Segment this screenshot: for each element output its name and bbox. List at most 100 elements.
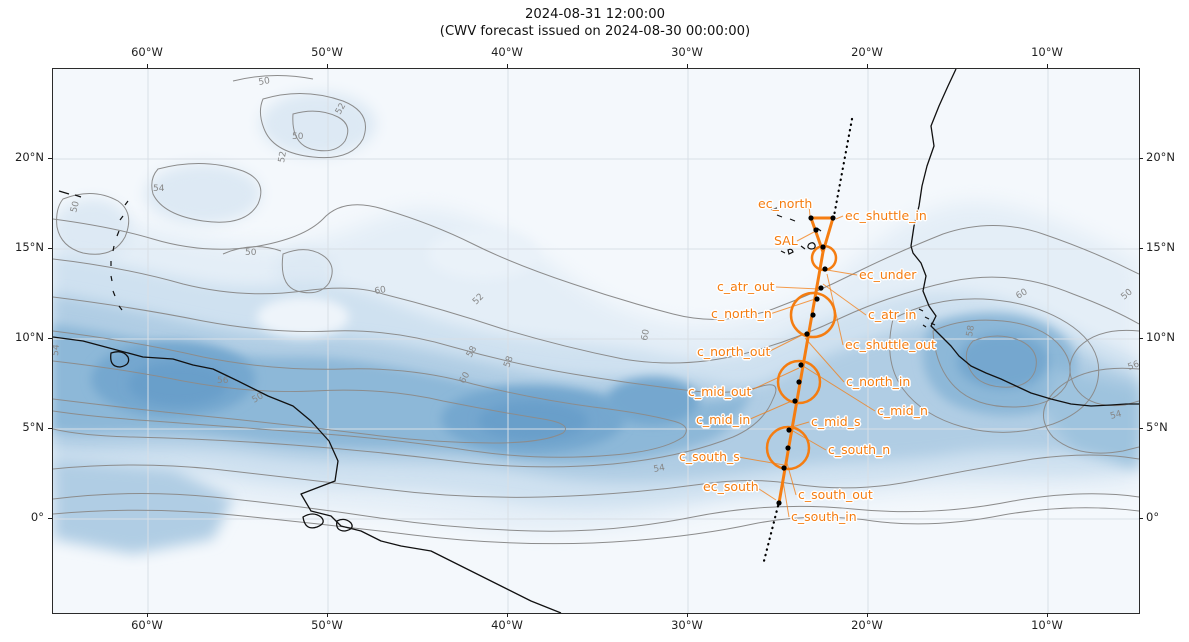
label-leader-line (804, 337, 845, 383)
lat-tick-label-left: 20°N (15, 150, 44, 164)
map-canvas: 50 52 50 52 54 50 50 60 52 58 58 60 60 56 50 54 56 54 50 58… (52, 68, 1140, 614)
bijagos-islands (918, 308, 936, 328)
ferry-dotted-line (832, 117, 854, 218)
tick-right (1139, 518, 1143, 519)
label-leader-line (746, 367, 800, 393)
waypoint-dot-sal_airport (813, 227, 819, 233)
tick-bottom (327, 613, 328, 617)
waypoint-dot-atr_out (818, 285, 824, 291)
label-leader-line (767, 332, 807, 353)
lon-tick-label-top: 10°W (1031, 45, 1063, 59)
waypoint-label-c_atr_in: c_atr_in (868, 307, 917, 322)
lat-tick-label-left: 0° (30, 510, 44, 524)
island-specks (58, 190, 936, 328)
waypoint-label-ec_south: ec_south (703, 479, 759, 494)
tick-left (48, 518, 52, 519)
lon-tick-label-bottom: 40°W (491, 618, 523, 632)
lat-tick-label-left: 10°N (15, 330, 44, 344)
contour-label: 52 (277, 151, 289, 164)
contour-label: 54 (53, 344, 62, 357)
waypoint-label-c_north_out: c_north_out (697, 344, 771, 359)
lat-tick-label-right: 0° (1146, 510, 1160, 524)
tick-left (48, 428, 52, 429)
lon-tick-label-top: 20°W (851, 45, 883, 59)
africa-coast (910, 69, 1139, 407)
lesser-antilles (58, 190, 129, 311)
tick-top (147, 64, 148, 68)
waypoint-dot-c_south_exit (781, 465, 787, 471)
flight-track (737, 117, 876, 563)
waypoint-label-c_atr_out: c_atr_out (717, 279, 775, 294)
tick-bottom (147, 613, 148, 617)
label-leader-line (737, 456, 785, 466)
waypoint-dot-c_north_exit (804, 331, 810, 337)
waypoint-label-ec_shuttle_out: ec_shuttle_out (845, 337, 936, 352)
south-america-coast (53, 336, 562, 613)
contour-label: 50 (245, 248, 257, 258)
tick-top (687, 64, 688, 68)
label-leader-line (826, 269, 858, 276)
waypoint-label-c_mid_out: c_mid_out (688, 384, 752, 399)
contour-label: 60 (374, 285, 387, 297)
label-leader-line (775, 286, 820, 290)
lat-tick-label-right: 15°N (1146, 240, 1175, 254)
waypoint-label-ec_shuttle_in: ec_shuttle_in (845, 208, 927, 223)
label-leader-line (755, 486, 777, 501)
c-south-circle (765, 425, 811, 471)
waypoint-label-ec_under: ec_under (859, 267, 917, 282)
waypoint-dot-c_south_center (785, 445, 791, 451)
contour-label: 58 (502, 355, 515, 369)
contour-label: 52 (334, 102, 348, 117)
contour-label: 54 (653, 463, 666, 475)
figure-title: 2024-08-31 12:00:00 (524, 7, 666, 22)
tick-top (867, 64, 868, 68)
lat-tick-label-left: 5°N (22, 420, 44, 434)
lon-tick-label-top: 40°W (491, 45, 523, 59)
graticule (53, 69, 1139, 613)
waypoint-dot-circle1_out (822, 266, 828, 272)
waypoint-dot-c_mid_enter (798, 362, 804, 368)
tick-left (48, 338, 52, 339)
contour-label: 56 (217, 376, 229, 386)
waypoint-label-c_south_s: c_south_s (679, 449, 740, 464)
waypoint-label-c_north_in: c_north_in (846, 374, 911, 389)
tick-right (1139, 158, 1143, 159)
coastlines (53, 69, 1139, 613)
amazon-islands (302, 513, 353, 532)
lat-tick-label-right: 10°N (1146, 330, 1175, 344)
tick-right (1139, 428, 1143, 429)
lat-tick-label-right: 5°N (1146, 420, 1168, 434)
contour-label: 50 (258, 76, 271, 88)
lon-tick-label-top: 30°W (671, 45, 703, 59)
tick-bottom (507, 613, 508, 617)
ferry-dotted-line (762, 504, 780, 563)
label-leader-line (808, 204, 811, 217)
label-leader-line (791, 421, 810, 428)
contour-label: 54 (153, 184, 165, 194)
tick-left (48, 248, 52, 249)
figure-subtitle: (CWV forecast issued on 2024-08-30 00:00… (439, 24, 751, 39)
contour-label: 60 (640, 328, 652, 341)
waypoint-label-c_south_out: c_south_out (798, 487, 873, 502)
waypoint-label-c_south_n: c_south_n (828, 442, 891, 457)
waypoint-dot-circle1_in (820, 244, 826, 250)
waypoint-label-c_mid_s: c_mid_s (811, 414, 861, 429)
contour-label: 54 (1109, 409, 1123, 422)
tick-bottom (867, 613, 868, 617)
c-mid-circle (776, 359, 822, 405)
label-leader-line (802, 365, 876, 412)
lon-tick-label-bottom: 20°W (851, 618, 883, 632)
waypoint-dot-c_south_enter (786, 427, 792, 433)
tick-left (48, 158, 52, 159)
tick-top (1047, 64, 1048, 68)
lon-tick-label-top: 60°W (131, 45, 163, 59)
waypoint-dot-ec_south (776, 500, 782, 506)
lon-tick-label-top: 50°W (311, 45, 343, 59)
waypoint-label-ec_north: ec_north (758, 196, 813, 211)
tick-top (327, 64, 328, 68)
cape-verde-islands (770, 207, 822, 255)
waypoint-label-c_mid_in: c_mid_in (696, 412, 751, 427)
label-leader-line (747, 399, 795, 421)
waypoint-label-SAL: SAL (774, 233, 798, 248)
lon-tick-label-bottom: 30°W (671, 618, 703, 632)
